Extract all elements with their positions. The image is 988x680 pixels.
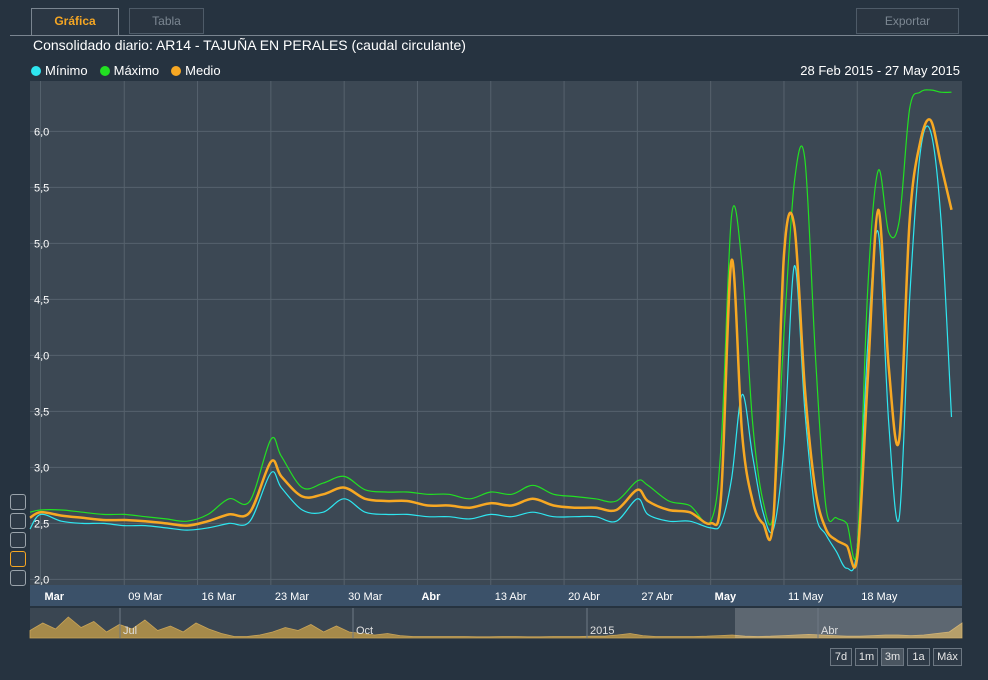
legend-item-maximo[interactable]: Máximo [99, 63, 160, 78]
tab-divider [10, 35, 988, 36]
y-tick-label: 4,0 [34, 350, 49, 362]
plot-background [30, 81, 962, 585]
y-tick-label: 2,5 [34, 518, 49, 530]
line-chart-icon[interactable] [10, 513, 26, 529]
x-tick-label: 09 Mar [128, 591, 163, 603]
navigator-selection[interactable] [735, 608, 962, 638]
navigator-label: 2015 [590, 625, 614, 637]
legend-dot-icon [171, 65, 182, 76]
x-tick-label: 18 May [861, 591, 898, 603]
date-range: 28 Feb 2015 - 27 May 2015 [800, 63, 960, 78]
x-tick-label: 23 Mar [275, 591, 310, 603]
chart-title: Consolidado diario: AR14 - TAJUÑA EN PER… [33, 37, 466, 53]
legend-label: Mínimo [45, 63, 88, 78]
legend-dot-icon [31, 65, 41, 76]
export-button[interactable]: Exportar [856, 8, 959, 34]
area-chart-icon[interactable] [10, 551, 26, 567]
navigator-series [29, 616, 963, 639]
x-tick-label: 13 Abr [495, 591, 527, 603]
navigator-label: Jul [123, 625, 137, 637]
legend-label: Máximo [113, 63, 160, 78]
y-tick-label: 6,0 [34, 126, 49, 138]
grid-lines [30, 81, 962, 585]
legend-item-medio[interactable]: Medio [171, 63, 221, 78]
chart-type-icon[interactable] [10, 494, 26, 510]
max-icon[interactable] [10, 570, 26, 586]
tab-tabla[interactable]: Tabla [129, 8, 204, 34]
y-tick-label: 5,0 [34, 238, 49, 250]
navigator-area [29, 616, 963, 639]
y-tick-label: 3,5 [34, 406, 49, 418]
navigator-label: Abr [821, 625, 838, 637]
range-button-7d[interactable]: 7d [830, 648, 852, 666]
x-tick-label: Mar [44, 591, 64, 603]
legend-dot-icon [99, 65, 110, 76]
navigator-label: Oct [356, 625, 373, 637]
navigator-labels: Jul Oct 2015 Abr [119, 608, 838, 638]
series-group [29, 89, 953, 572]
y-tick-label: 3,0 [34, 462, 49, 474]
x-tick-label: 16 Mar [202, 591, 237, 603]
x-tick-label: 27 Abr [641, 591, 673, 603]
x-axis-labels: Mar 09 Mar 16 Mar 23 Mar 30 Mar Abr 13 Abr 20 A… [44, 591, 897, 603]
range-button-1m[interactable]: 1m [855, 648, 878, 666]
y-tick-label: 5,5 [34, 182, 49, 194]
y-axis-labels: 2,0 2,5 3,0 3,5 4,0 4,5 5,0 5,5 6,0 [34, 126, 49, 586]
range-button-3m[interactable]: 3m [881, 648, 904, 666]
x-tick-label: 20 Abr [568, 591, 600, 603]
y-tick-label: 4,5 [34, 294, 49, 306]
x-tick-label: 11 May [788, 591, 824, 603]
legend-label: Medio [185, 63, 221, 78]
x-tick-label: 30 Mar [348, 591, 383, 603]
x-tick-label: May [715, 591, 737, 603]
range-button-máx[interactable]: Máx [933, 648, 962, 666]
chart-legend: Mínimo Máximo Medio [31, 63, 221, 78]
range-button-1a[interactable]: 1a [907, 648, 930, 666]
x-tick-label: Abr [421, 591, 441, 603]
legend-item-minimo[interactable]: Mínimo [31, 63, 88, 78]
x-axis-band [30, 585, 962, 606]
y-tick-label: 2,0 [34, 574, 49, 586]
bar-chart-icon[interactable] [10, 532, 26, 548]
series-line-medio[interactable] [29, 118, 953, 569]
tab-grafica[interactable]: Gráfica [31, 8, 119, 36]
